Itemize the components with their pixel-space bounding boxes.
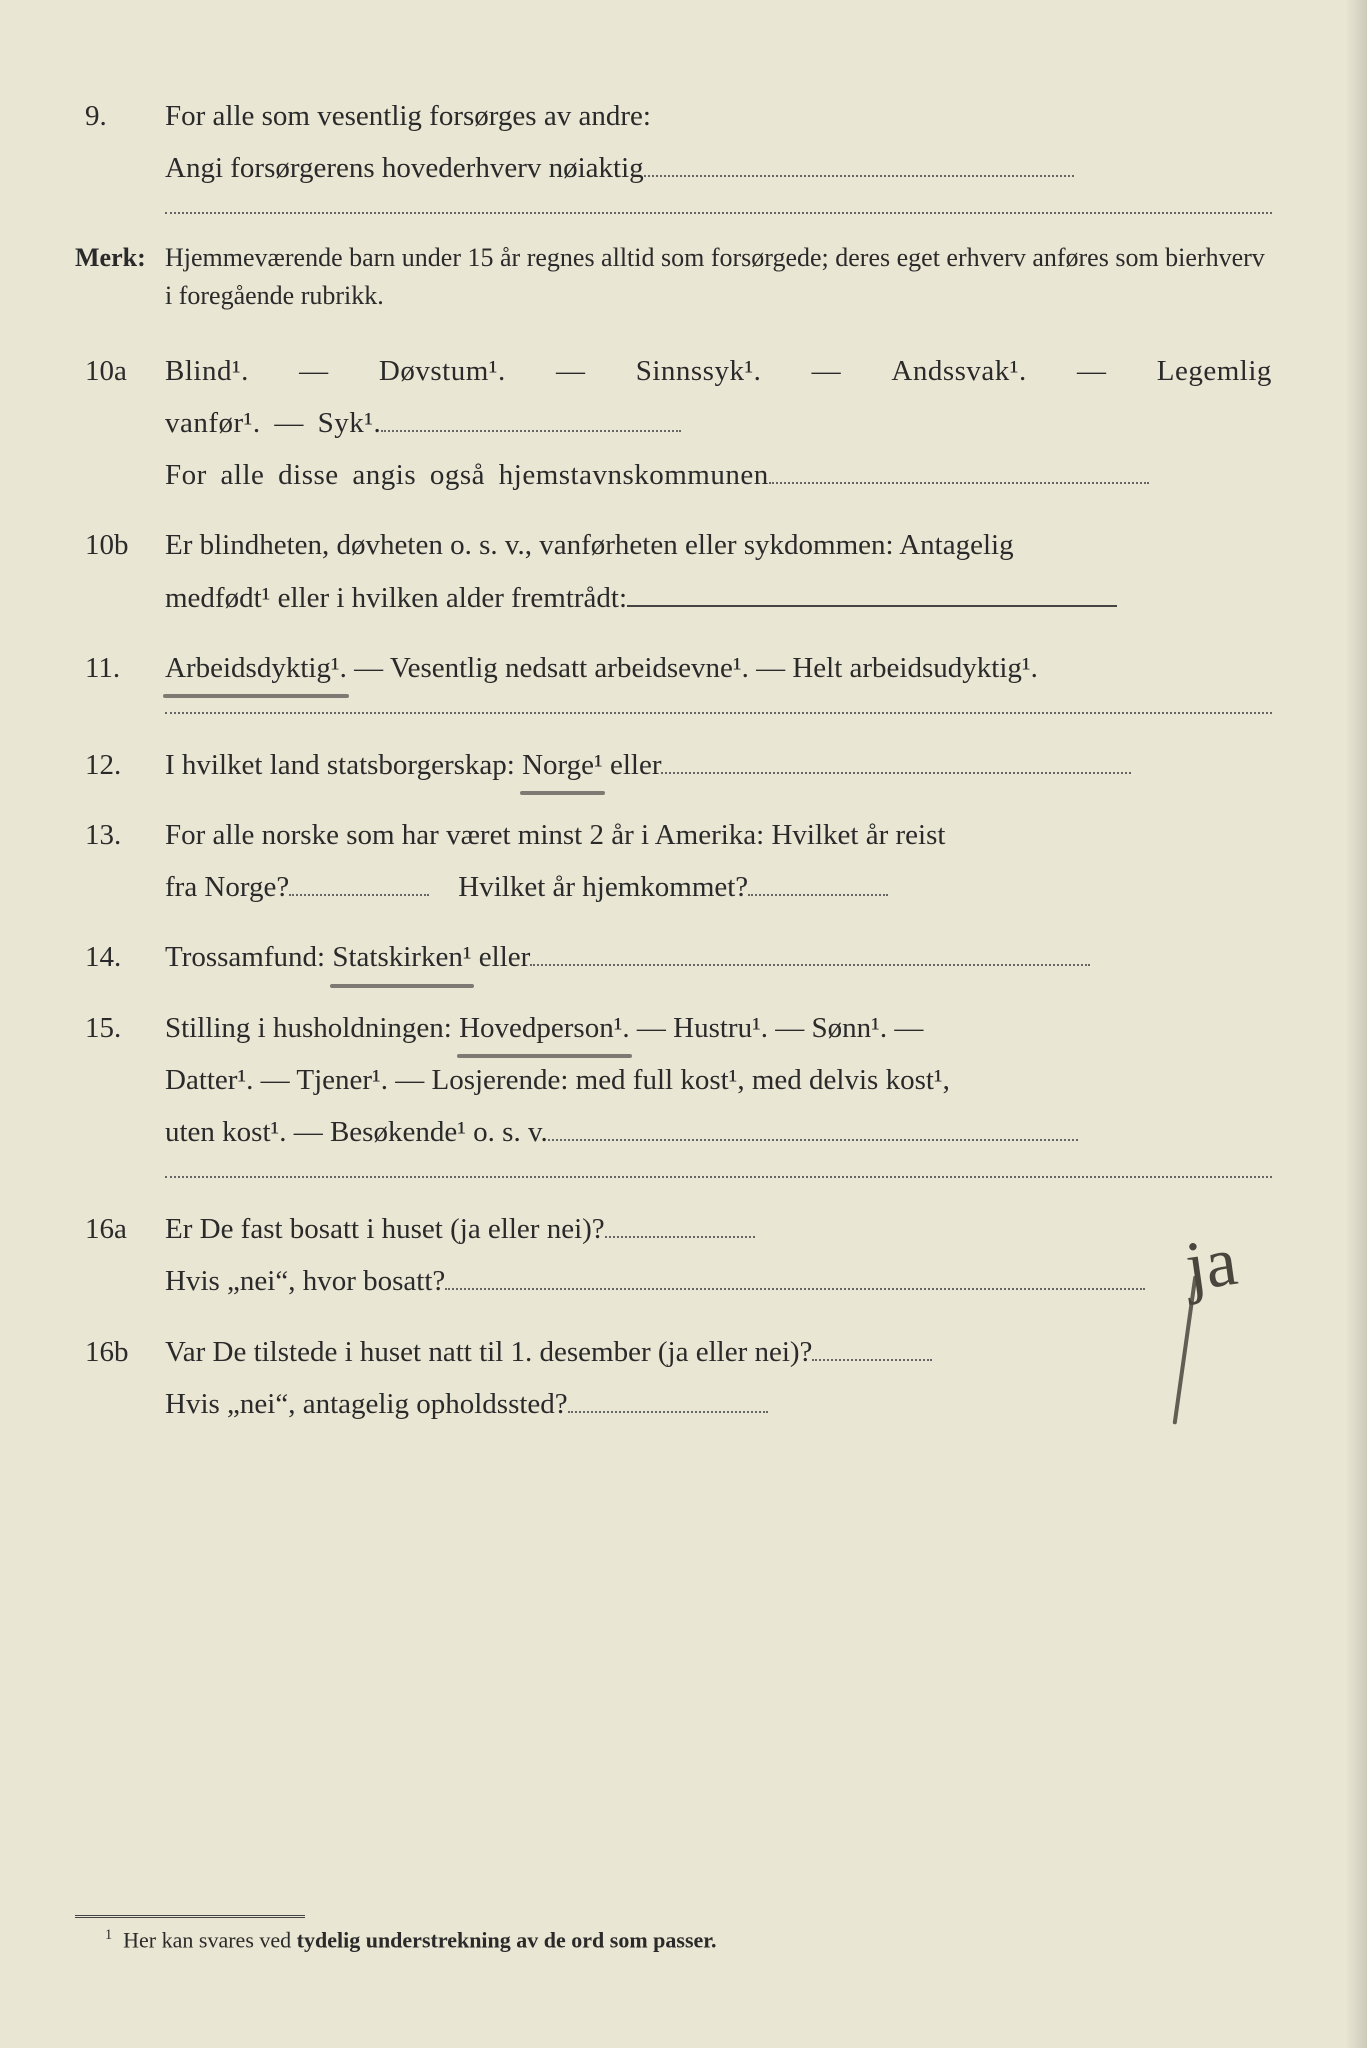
- q9-number: 9.: [75, 90, 165, 194]
- merk-label: Merk:: [75, 239, 165, 314]
- q16b-line2: Hvis „nei“, antagelig opholdssted?: [165, 1378, 1272, 1430]
- q9-line2: Angi forsørgerens hovederhverv nøiaktig: [165, 142, 1272, 194]
- q13-content: For alle norske som har været minst 2 år…: [165, 809, 1272, 913]
- q16a-line1: Er De fast bosatt i huset (ja eller nei)…: [165, 1203, 1272, 1255]
- q16b-number: 16b: [75, 1326, 165, 1430]
- q12-selected-norge: Norge¹: [522, 739, 603, 791]
- q16a-line2: Hvis „nei“, hvor bosatt?: [165, 1255, 1272, 1307]
- q15-number: 15.: [75, 1002, 165, 1159]
- q14-number: 14.: [75, 931, 165, 983]
- q10a-content: Blind¹.— Døvstum¹.— Sinnssyk¹.— Andssvak…: [165, 345, 1272, 502]
- blank-line: [812, 1359, 932, 1361]
- dotted-rule: [165, 212, 1272, 214]
- q15-line1: Stilling i husholdningen: Hovedperson¹. …: [165, 1002, 1272, 1054]
- blank-line: [769, 482, 1149, 484]
- q9-line1: For alle som vesentlig forsørges av andr…: [165, 90, 1272, 142]
- q16a-content: Er De fast bosatt i huset (ja eller nei)…: [165, 1203, 1272, 1307]
- q16b-line1: Var De tilstede i huset natt til 1. dese…: [165, 1326, 1272, 1378]
- question-10a: 10a Blind¹.— Døvstum¹.— Sinnssyk¹.— Ands…: [75, 345, 1272, 502]
- question-13: 13. For alle norske som har været minst …: [75, 809, 1272, 913]
- q13-line1: For alle norske som har været minst 2 år…: [165, 809, 1272, 861]
- note-merk: Merk: Hjemmeværende barn under 15 år reg…: [75, 239, 1272, 314]
- q11-content: Arbeidsdyktig¹. — Vesentlig nedsatt arbe…: [165, 642, 1272, 694]
- q12-content: I hvilket land statsborgerskap: Norge¹ e…: [165, 739, 1272, 791]
- blank-line: [568, 1411, 768, 1413]
- q11-selected-arbeidsdyktig: Arbeidsdyktig¹.: [165, 642, 347, 694]
- page-shadow-edge: [1345, 0, 1367, 2048]
- blank-line: [445, 1288, 1145, 1290]
- footnote-rule: [75, 1915, 305, 1918]
- q12-number: 12.: [75, 739, 165, 791]
- q11-number: 11.: [75, 642, 165, 694]
- q16a-number: 16a: [75, 1203, 165, 1307]
- q10a-line3: For alle disse angis også hjemstavnskomm…: [165, 449, 1272, 501]
- q15-line2: Datter¹. — Tjener¹. — Losjerende: med fu…: [165, 1054, 1272, 1106]
- merk-text: Hjemmeværende barn under 15 år regnes al…: [165, 239, 1272, 314]
- q15-line3: uten kost¹. — Besøkende¹ o. s. v.: [165, 1106, 1272, 1158]
- blank-line: [748, 894, 888, 896]
- census-form-page: 9. For alle som vesentlig forsørges av a…: [75, 90, 1272, 1430]
- blank-line: [605, 1236, 755, 1238]
- q10a-line1: Blind¹.— Døvstum¹.— Sinnssyk¹.— Andssvak…: [165, 345, 1272, 397]
- question-9: 9. For alle som vesentlig forsørges av a…: [75, 90, 1272, 194]
- footnote: 1 Her kan svares ved tydelig understrekn…: [105, 1927, 717, 1953]
- footnote-marker: 1: [105, 1927, 112, 1943]
- dotted-rule: [165, 712, 1272, 714]
- q10a-line2: vanfør¹. — Syk¹.: [165, 397, 1272, 449]
- q13-number: 13.: [75, 809, 165, 913]
- blank-line: [644, 175, 1074, 177]
- question-16a: 16a Er De fast bosatt i huset (ja eller …: [75, 1203, 1272, 1307]
- question-10b: 10b Er blindheten, døvheten o. s. v., va…: [75, 519, 1272, 623]
- question-11: 11. Arbeidsdyktig¹. — Vesentlig nedsatt …: [75, 642, 1272, 694]
- blank-line: [548, 1139, 1078, 1141]
- blank-line: [530, 964, 1090, 966]
- q10b-number: 10b: [75, 519, 165, 623]
- question-15: 15. Stilling i husholdningen: Hovedperso…: [75, 1002, 1272, 1159]
- dotted-rule: [165, 1176, 1272, 1178]
- q9-content: For alle som vesentlig forsørges av andr…: [165, 90, 1272, 194]
- q15-selected-hovedperson: Hovedperson¹.: [459, 1002, 630, 1054]
- q15-content: Stilling i husholdningen: Hovedperson¹. …: [165, 1002, 1272, 1159]
- q16b-content: Var De tilstede i huset natt til 1. dese…: [165, 1326, 1272, 1430]
- q13-line2: fra Norge? Hvilket år hjemkommet?: [165, 861, 1272, 913]
- q10a-number: 10a: [75, 345, 165, 502]
- q10b-line2: medfødt¹ eller i hvilken alder fremtrådt…: [165, 572, 1272, 624]
- blank-line: [661, 772, 1131, 774]
- question-12: 12. I hvilket land statsborgerskap: Norg…: [75, 739, 1272, 791]
- blank-line: [627, 605, 1117, 607]
- q10b-line1: Er blindheten, døvheten o. s. v., vanfør…: [165, 519, 1272, 571]
- q14-content: Trossamfund: Statskirken¹ eller: [165, 931, 1272, 983]
- blank-line: [289, 894, 429, 896]
- q10b-content: Er blindheten, døvheten o. s. v., vanfør…: [165, 519, 1272, 623]
- question-16b: 16b Var De tilstede i huset natt til 1. …: [75, 1326, 1272, 1430]
- question-14: 14. Trossamfund: Statskirken¹ eller: [75, 931, 1272, 983]
- blank-line: [381, 430, 681, 432]
- q14-selected-statskirken: Statskirken¹: [332, 931, 471, 983]
